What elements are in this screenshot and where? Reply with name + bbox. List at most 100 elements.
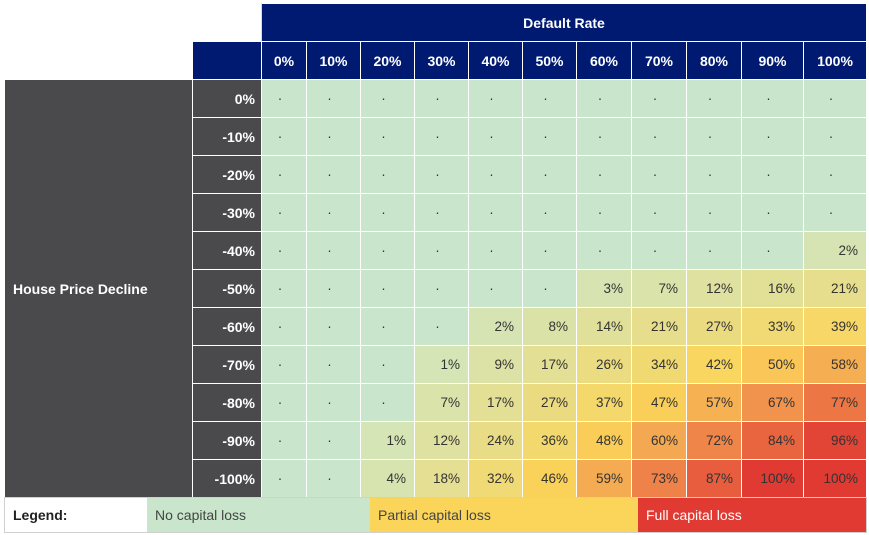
heatmap-cell: ·: [414, 155, 469, 194]
heatmap-cell: ·: [360, 345, 415, 384]
column-header: 20%: [360, 41, 415, 80]
sensitivity-heatmap-table: Default Rate 0% 10% 20% 30% 40% 50% 60% 70% 80% 9…: [4, 3, 868, 498]
heatmap-cell: 37%: [576, 383, 632, 422]
heatmap-cell: ·: [686, 155, 742, 194]
row-header: -80%: [192, 383, 262, 422]
heatmap-cell: ·: [522, 79, 577, 118]
table-row: -100% · · 4% 18% 32% 46% 59% 73% 87% 100% 100%: [5, 459, 868, 498]
header-blank: [4, 3, 262, 42]
column-header: 30%: [414, 41, 469, 80]
heatmap-cell: ·: [741, 155, 804, 194]
heatmap-cell: ·: [306, 421, 361, 460]
heatmap-cell: 14%: [576, 307, 632, 346]
heatmap-cell: 84%: [741, 421, 804, 460]
row-header: -90%: [192, 421, 262, 460]
heatmap-cell: ·: [261, 231, 307, 270]
heatmap-cell: ·: [360, 79, 415, 118]
heatmap-cell: ·: [261, 307, 307, 346]
heatmap-cell: ·: [261, 79, 307, 118]
heatmap-cell: ·: [522, 193, 577, 232]
heatmap-cell: ·: [631, 155, 687, 194]
table-row: -60% · · · · 2% 8% 14% 21% 27% 33% 39%: [5, 307, 868, 346]
heatmap-cell: ·: [261, 269, 307, 308]
legend-item-full-loss: Full capital loss: [638, 498, 866, 532]
heatmap-cell: 12%: [686, 269, 742, 308]
heatmap-cell: ·: [802, 79, 868, 118]
row-header: -10%: [192, 117, 262, 156]
row-header: -40%: [192, 231, 262, 270]
heatmap-cell: ·: [468, 79, 523, 118]
heatmap-cell: 17%: [522, 345, 577, 384]
header-corner: [192, 41, 262, 80]
heatmap-cell: ·: [631, 79, 687, 118]
column-header: 70%: [631, 41, 687, 80]
heatmap-cell: 67%: [741, 383, 804, 422]
heatmap-cell: ·: [360, 307, 415, 346]
heatmap-cell: ·: [802, 117, 868, 156]
heatmap-cell: 73%: [631, 459, 687, 498]
column-group-label: Default Rate: [260, 3, 868, 42]
heatmap-cell: 42%: [686, 345, 742, 384]
heatmap-cell: ·: [306, 459, 361, 498]
legend-item-no-loss: No capital loss: [147, 498, 370, 532]
heatmap-cell: ·: [261, 155, 307, 194]
heatmap-cell: ·: [360, 383, 415, 422]
heatmap-cell: ·: [468, 231, 523, 270]
heatmap-cell: ·: [261, 421, 307, 460]
heatmap-cell: ·: [522, 155, 577, 194]
heatmap-cell: ·: [261, 345, 307, 384]
heatmap-cell: ·: [261, 383, 307, 422]
row-header: -70%: [192, 345, 262, 384]
heatmap-cell: 48%: [576, 421, 632, 460]
heatmap-cell: 59%: [576, 459, 632, 498]
row-header: -100%: [192, 459, 262, 498]
heatmap-cell: ·: [306, 231, 361, 270]
table-row: -50% · · · · · · 3% 7% 12% 16% 21%: [5, 269, 868, 308]
column-header: 90%: [741, 41, 804, 80]
heatmap-cell: 24%: [468, 421, 523, 460]
heatmap-cell: ·: [741, 79, 804, 118]
row-group-label: House Price Decline: [4, 79, 193, 498]
heatmap-cell: ·: [576, 155, 632, 194]
heatmap-cell: 7%: [414, 383, 469, 422]
table-row: -40% · · · · · · · · · · 2%: [5, 231, 868, 270]
heatmap-cell: ·: [686, 193, 742, 232]
heatmap-cell: 1%: [360, 421, 415, 460]
heatmap-cell: ·: [686, 79, 742, 118]
table-row: House Price Decline 0% · · · · · · · · · · ·: [4, 79, 868, 498]
heatmap-cell: 2%: [468, 307, 523, 346]
heatmap-cell: 77%: [802, 383, 868, 422]
heatmap-cell: 4%: [360, 459, 415, 498]
heatmap-cell: ·: [261, 459, 307, 498]
heatmap-cell: 12%: [414, 421, 469, 460]
heatmap-cell: ·: [631, 193, 687, 232]
column-header: 100%: [802, 41, 868, 80]
legend: Legend: No capital loss Partial capital …: [4, 497, 867, 533]
table-row: -10% · · · · · · · · · · ·: [5, 117, 868, 156]
heatmap-cell: 72%: [686, 421, 742, 460]
heatmap-cell: ·: [360, 269, 415, 308]
heatmap-cell: 8%: [522, 307, 577, 346]
column-header: 0%: [261, 41, 307, 80]
heatmap-cell: 26%: [576, 345, 632, 384]
heatmap-cell: 32%: [468, 459, 523, 498]
legend-title: Legend:: [5, 498, 147, 532]
row-header: -20%: [192, 155, 262, 194]
heatmap-cell: ·: [468, 155, 523, 194]
heatmap-cell: ·: [306, 269, 361, 308]
heatmap-cell: ·: [686, 231, 742, 270]
heatmap-cell: ·: [522, 117, 577, 156]
heatmap-cell: ·: [741, 231, 804, 270]
heatmap-cell: 21%: [631, 307, 687, 346]
heatmap-cell: ·: [686, 117, 742, 156]
heatmap-cell: ·: [468, 193, 523, 232]
heatmap-cell: ·: [360, 231, 415, 270]
heatmap-cell: ·: [414, 231, 469, 270]
heatmap-cell: 50%: [741, 345, 804, 384]
column-header: 60%: [576, 41, 632, 80]
heatmap-cell: 17%: [468, 383, 523, 422]
heatmap-cell: 27%: [522, 383, 577, 422]
heatmap-cell: 1%: [414, 345, 469, 384]
heatmap-cell: 33%: [741, 307, 804, 346]
heatmap-cell: ·: [741, 193, 804, 232]
